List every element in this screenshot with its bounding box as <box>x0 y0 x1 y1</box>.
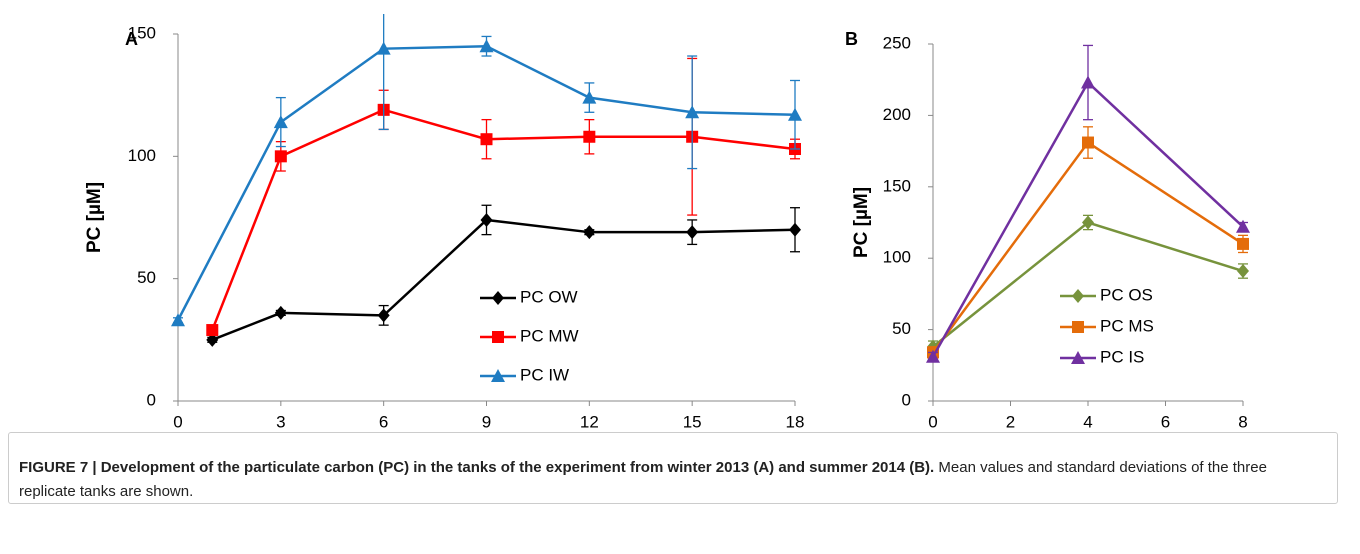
legend-label: PC IS <box>1100 347 1144 366</box>
x-tick-label: 0 <box>928 412 937 430</box>
marker <box>491 369 505 382</box>
legend-marker-group <box>1071 351 1085 364</box>
panel-label: A <box>125 29 138 49</box>
marker <box>480 133 493 146</box>
y-axis-label: PC [µM] <box>851 187 872 258</box>
y-tick-label: 250 <box>883 33 911 52</box>
marker <box>685 105 700 119</box>
legend-label: PC MS <box>1100 316 1154 335</box>
marker <box>171 313 185 327</box>
x-tick-label: 9 <box>482 412 491 430</box>
legend-label: PC IW <box>520 365 569 384</box>
marker <box>479 39 494 53</box>
caption-title: FIGURE 7 | Development of the particulat… <box>19 459 935 476</box>
marker <box>273 115 288 129</box>
x-tick-label: 18 <box>786 412 805 430</box>
x-tick-label: 6 <box>1161 412 1170 430</box>
series-line <box>931 140 1244 354</box>
marker <box>1082 215 1094 230</box>
x-tick-label: 3 <box>276 412 285 430</box>
marker <box>926 349 940 363</box>
marker <box>377 308 390 323</box>
x-tick-label: 8 <box>1238 412 1247 430</box>
marker <box>492 291 504 305</box>
marker <box>1236 219 1250 233</box>
x-tick-label: 2 <box>1006 412 1015 430</box>
y-tick-label: 100 <box>128 146 156 165</box>
marker <box>492 331 504 343</box>
marker <box>789 222 801 237</box>
marker <box>480 212 493 227</box>
marker <box>274 305 287 320</box>
marker <box>686 225 699 240</box>
y-tick-label: 50 <box>892 319 911 338</box>
plot <box>926 44 1250 363</box>
marker <box>1072 289 1084 303</box>
x-tick-label: 4 <box>1083 412 1092 430</box>
y-axis-label: PC [µM] <box>84 182 105 253</box>
y-tick-label: 0 <box>902 390 911 409</box>
marker <box>1237 237 1249 250</box>
x-tick-label: 15 <box>683 412 702 430</box>
caption-text: Mean values and standard deviations of t… <box>19 459 1267 500</box>
y-tick-label: 100 <box>883 248 911 267</box>
legend-label: PC OS <box>1100 285 1153 304</box>
panel-label: B <box>845 29 858 49</box>
plot <box>171 14 802 347</box>
caption: FIGURE 7 | Development of the particulat… <box>8 432 1338 504</box>
legend-marker-group <box>1072 321 1084 333</box>
marker <box>206 324 219 337</box>
marker <box>1072 321 1084 333</box>
marker <box>1071 351 1085 364</box>
marker <box>1081 75 1095 89</box>
x-tick-label: 0 <box>173 412 182 430</box>
marker <box>582 90 597 104</box>
legend-marker-group <box>492 291 504 305</box>
marker <box>583 225 596 240</box>
y-tick-label: 150 <box>128 23 156 42</box>
marker <box>376 41 391 55</box>
marker <box>583 130 596 143</box>
marker <box>1237 264 1249 279</box>
y-tick-label: 0 <box>147 390 156 409</box>
marker <box>274 150 287 163</box>
legend-marker-group <box>1072 289 1084 303</box>
y-tick-label: 200 <box>883 105 911 124</box>
x-tick-label: 6 <box>379 412 388 430</box>
figure: A0501001500369121518Day numberPC [µM]PC … <box>84 14 1250 430</box>
legend-label: PC MW <box>520 326 579 345</box>
legend-marker-group <box>492 331 504 343</box>
marker <box>1082 136 1094 149</box>
y-tick-label: 50 <box>137 268 156 287</box>
x-tick-label: 12 <box>580 412 599 430</box>
y-tick-label: 150 <box>883 176 911 195</box>
legend-marker-group <box>491 369 505 382</box>
series-line <box>211 218 796 341</box>
marker <box>206 332 219 347</box>
marker <box>788 107 802 121</box>
legend-label: PC OW <box>520 287 578 306</box>
